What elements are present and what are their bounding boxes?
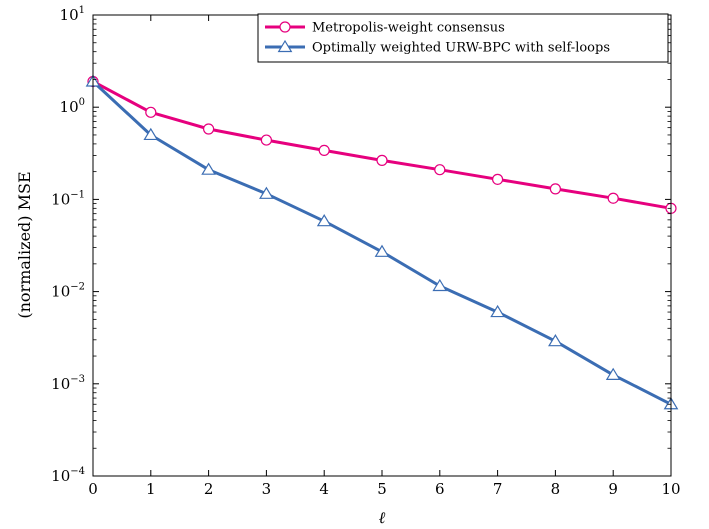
data-point: [432, 278, 448, 292]
legend-label: Metropolis-weight consensus: [312, 21, 505, 36]
y-tick-label: 10−4: [51, 466, 85, 485]
legend-marker: [279, 21, 291, 33]
x-tick-label: 2: [204, 480, 214, 498]
data-point: [376, 154, 388, 166]
y-tick-base: 10: [51, 283, 70, 301]
data-point: [143, 127, 159, 141]
data-point: [549, 183, 562, 195]
legend-label: Optimally weighted URW-BPC with self-loo…: [312, 41, 610, 56]
y-tick-exponent: −1: [70, 189, 85, 200]
x-tick-label: 8: [551, 480, 561, 498]
data-point: [492, 173, 504, 185]
data-point: [490, 304, 505, 318]
y-tick-exponent: −2: [70, 282, 85, 293]
x-tick-label: 7: [493, 480, 503, 498]
legend-marker: [277, 39, 293, 53]
x-tick-label: 3: [262, 480, 272, 498]
data-point: [548, 334, 563, 347]
data-point: [201, 162, 216, 175]
series-1: [87, 75, 677, 214]
data-point: [145, 106, 157, 118]
series-line: [92, 80, 672, 210]
y-tick-base: 10: [51, 375, 70, 393]
y-tick-label: 101: [60, 5, 85, 24]
y-tick-label: 10−3: [51, 374, 85, 393]
x-tick-label: 9: [608, 480, 618, 498]
y-tick-exponent: −3: [70, 374, 85, 385]
legend: Metropolis-weight consensus Optimally wei…: [257, 13, 669, 63]
series-layer: [85, 74, 679, 410]
series-2: [85, 74, 679, 410]
series-line: [91, 80, 672, 406]
x-tick-label: 5: [377, 480, 387, 498]
data-point: [259, 186, 274, 199]
y-tick-exponent: 1: [79, 5, 85, 16]
x-axis-label: ℓ: [379, 508, 386, 527]
y-tick-label: 10−2: [51, 282, 85, 301]
data-point: [434, 164, 446, 176]
data-point: [203, 123, 215, 135]
y-tick-exponent: −4: [70, 466, 85, 477]
data-point: [318, 144, 330, 156]
y-tick-base: 10: [60, 6, 79, 24]
y-tick-base: 10: [51, 190, 70, 208]
x-tick-label: 0: [88, 480, 98, 498]
data-point: [374, 244, 390, 257]
y-tick-base: 10: [60, 98, 79, 116]
y-tick-base: 10: [51, 467, 70, 485]
x-tick-label: 10: [661, 480, 680, 498]
data-point: [607, 192, 619, 204]
x-tick-label: 1: [146, 480, 156, 498]
y-tick-label: 100: [60, 97, 85, 116]
data-point: [605, 367, 621, 380]
data-point: [260, 134, 272, 146]
y-axis-label: (normalized) MSE: [15, 171, 34, 318]
y-tick-label: 10−1: [51, 189, 85, 208]
x-tick-label: 6: [435, 480, 445, 498]
legend-box: [257, 13, 669, 63]
x-tick-label: 4: [319, 480, 329, 498]
y-tick-exponent: 0: [79, 97, 85, 108]
data-point: [316, 214, 332, 227]
